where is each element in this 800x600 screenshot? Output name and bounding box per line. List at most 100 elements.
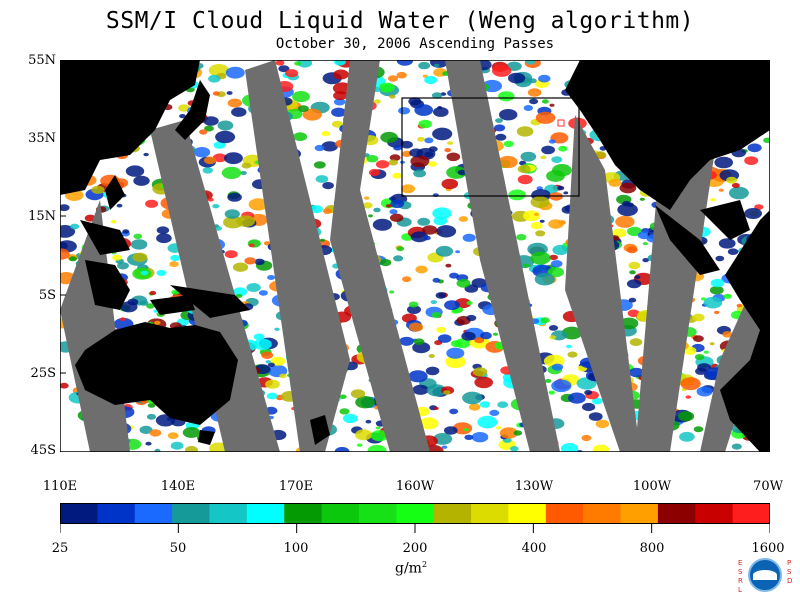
cloud-blob bbox=[167, 432, 179, 439]
cloud-blob bbox=[400, 140, 413, 149]
cloud-blob bbox=[179, 114, 186, 119]
cloud-blob bbox=[495, 133, 507, 141]
cloud-blob bbox=[366, 155, 379, 163]
cloud-blob bbox=[517, 164, 531, 174]
cloud-blob bbox=[91, 185, 105, 194]
cloud-blob bbox=[321, 141, 338, 152]
cloud-blob bbox=[266, 392, 278, 400]
cloud-blob bbox=[710, 278, 725, 288]
cloud-blob bbox=[731, 183, 740, 188]
cloud-blob bbox=[156, 233, 172, 244]
lon-label-140e: 140E bbox=[160, 479, 196, 494]
cloud-blob bbox=[207, 197, 214, 202]
cloud-blob bbox=[331, 107, 347, 117]
cloud-blob bbox=[315, 175, 329, 183]
cloud-blob bbox=[617, 203, 638, 217]
colorbar-swatch bbox=[732, 503, 770, 523]
cloud-blob bbox=[736, 303, 743, 308]
cloud-blob bbox=[399, 336, 414, 346]
cloud-blob bbox=[402, 276, 412, 283]
cloud-blob bbox=[546, 170, 565, 182]
cloud-blob bbox=[415, 265, 428, 274]
cloud-blob bbox=[679, 431, 695, 442]
cloud-blob bbox=[365, 419, 372, 424]
cloud-blob bbox=[217, 120, 234, 131]
cloud-blob bbox=[639, 197, 645, 201]
cloud-blob bbox=[433, 63, 440, 68]
cloud-blob bbox=[355, 429, 373, 441]
cloud-blob bbox=[541, 145, 555, 155]
colorbar-label-200: 200 bbox=[402, 541, 428, 556]
cloud-blob bbox=[432, 277, 441, 283]
cloud-blob bbox=[715, 255, 725, 262]
cloud-blob bbox=[294, 61, 302, 66]
cloud-blob bbox=[412, 384, 429, 395]
cloud-blob bbox=[479, 401, 491, 408]
logo-letter: R bbox=[738, 577, 743, 585]
cloud-blob bbox=[471, 432, 489, 443]
cloud-blob bbox=[445, 263, 452, 268]
cloud-blob bbox=[254, 258, 265, 265]
cloud-liquid-water-map bbox=[60, 60, 770, 452]
cloud-blob bbox=[145, 199, 159, 208]
cloud-blob bbox=[535, 230, 546, 237]
lon-label-130w: 130W bbox=[514, 479, 554, 494]
colorbar-swatch bbox=[508, 503, 547, 523]
cloud-blob bbox=[339, 394, 347, 400]
colorbar-swatch bbox=[134, 503, 173, 523]
cloud-blob bbox=[714, 156, 733, 169]
cloud-blob bbox=[169, 261, 179, 268]
cloud-blob bbox=[629, 367, 644, 378]
cloud-blob bbox=[409, 148, 424, 158]
cloud-blob bbox=[122, 229, 130, 234]
cloud-blob bbox=[548, 390, 556, 395]
cloud-blob bbox=[449, 408, 459, 415]
cloud-blob bbox=[373, 207, 381, 213]
cloud-blob bbox=[474, 337, 485, 344]
logo-letter: P bbox=[787, 559, 792, 567]
cloud-blob bbox=[710, 198, 716, 202]
cloud-blob bbox=[441, 178, 459, 190]
cloud-blob bbox=[744, 156, 759, 165]
cloud-blob bbox=[714, 310, 720, 315]
cloud-blob bbox=[466, 301, 473, 305]
cloud-blob bbox=[356, 443, 363, 447]
cloud-blob bbox=[408, 301, 419, 308]
cloud-blob bbox=[436, 326, 446, 333]
cloud-blob bbox=[68, 256, 77, 262]
cloud-blob bbox=[248, 243, 255, 248]
cloud-blob bbox=[458, 216, 469, 222]
cloud-blob bbox=[619, 182, 637, 194]
cloud-blob bbox=[678, 411, 695, 422]
cloud-blob bbox=[680, 377, 701, 391]
cloud-blob bbox=[265, 379, 280, 389]
cloud-blob bbox=[392, 172, 402, 179]
cloud-blob bbox=[373, 99, 381, 104]
cloud-blob bbox=[60, 382, 69, 389]
cloud-blob bbox=[626, 279, 642, 289]
cloud-blob bbox=[334, 446, 350, 452]
logo-letter: L bbox=[738, 586, 742, 594]
colorbar-swatch bbox=[695, 503, 734, 523]
cloud-blob bbox=[428, 161, 437, 167]
colorbar-swatch bbox=[657, 503, 696, 523]
cloud-blob bbox=[413, 169, 426, 178]
cloud-blob bbox=[407, 305, 421, 314]
cloud-blob bbox=[241, 162, 252, 169]
cloud-blob bbox=[267, 275, 276, 280]
lat-label-25s: 25S bbox=[30, 366, 56, 381]
cloud-blob bbox=[319, 238, 325, 242]
cloud-blob bbox=[400, 184, 416, 194]
cloud-blob bbox=[232, 287, 248, 297]
cloud-blob bbox=[267, 362, 275, 367]
cloud-blob bbox=[408, 370, 428, 383]
colorbar-swatch bbox=[433, 503, 472, 523]
cloud-blob bbox=[145, 441, 152, 446]
cloud-blob bbox=[389, 290, 395, 294]
cloud-blob bbox=[516, 126, 534, 137]
cloud-blob bbox=[204, 156, 217, 165]
cloud-blob bbox=[549, 254, 558, 261]
cloud-blob bbox=[549, 335, 557, 340]
cloud-blob bbox=[367, 444, 387, 452]
cloud-blob bbox=[413, 338, 425, 346]
